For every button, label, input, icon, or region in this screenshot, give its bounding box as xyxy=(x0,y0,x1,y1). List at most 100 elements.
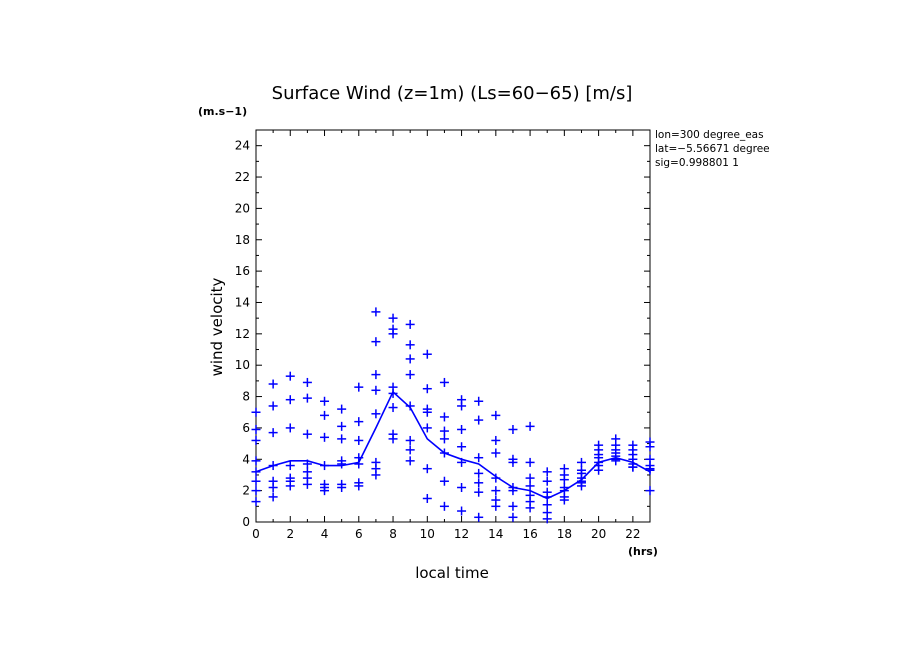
sample-point xyxy=(474,487,484,497)
sample-point xyxy=(285,371,295,381)
sample-point xyxy=(439,412,449,422)
sample-point xyxy=(320,461,330,471)
y-tick-label: 16 xyxy=(235,264,250,278)
sample-point xyxy=(474,396,484,406)
y-tick-label: 4 xyxy=(242,452,250,466)
sample-point xyxy=(474,415,484,425)
sample-point xyxy=(474,478,484,488)
x-tick-label: 14 xyxy=(488,527,503,541)
sample-point xyxy=(405,340,415,350)
sample-point xyxy=(285,461,295,471)
sample-point xyxy=(422,493,432,503)
sample-point xyxy=(628,462,638,472)
sample-point xyxy=(457,424,467,434)
x-tick-label: 18 xyxy=(557,527,572,541)
sample-point xyxy=(337,404,347,414)
sample-point xyxy=(354,417,364,427)
sample-point xyxy=(302,479,312,489)
sample-point xyxy=(422,423,432,433)
sample-point xyxy=(371,370,381,380)
sample-point xyxy=(559,475,569,485)
x-tick-label: 16 xyxy=(522,527,537,541)
sample-point xyxy=(405,445,415,455)
sample-point xyxy=(251,497,261,507)
sample-point xyxy=(439,426,449,436)
sample-point xyxy=(302,377,312,387)
x-axis-label: local time xyxy=(415,564,489,582)
sample-point xyxy=(405,354,415,364)
sample-point xyxy=(354,435,364,445)
sample-point xyxy=(405,435,415,445)
sample-point xyxy=(439,377,449,387)
sample-point xyxy=(320,396,330,406)
sample-point xyxy=(576,457,586,467)
sample-point xyxy=(508,457,518,467)
y-tick-label: 2 xyxy=(242,484,250,498)
plot-frame xyxy=(255,129,651,523)
sample-point xyxy=(457,506,467,516)
sample-point xyxy=(268,379,278,389)
sample-point xyxy=(268,428,278,438)
sample-point xyxy=(439,434,449,444)
sample-point xyxy=(422,464,432,474)
sample-point xyxy=(645,486,655,496)
sample-point xyxy=(491,473,501,483)
sample-point xyxy=(302,429,312,439)
sample-point xyxy=(337,421,347,431)
sample-point xyxy=(525,473,535,483)
sample-point xyxy=(525,503,535,513)
y-tick-label: 14 xyxy=(235,295,250,309)
sample-point xyxy=(337,459,347,469)
sample-point xyxy=(285,395,295,405)
y-tick-label: 18 xyxy=(235,233,250,247)
x-tick-label: 4 xyxy=(321,527,329,541)
data-marks xyxy=(251,307,655,524)
sample-point xyxy=(542,476,552,486)
sample-point xyxy=(268,461,278,471)
sample-point xyxy=(542,492,552,502)
y-axis-label: wind velocity xyxy=(208,277,226,376)
sample-point xyxy=(337,434,347,444)
sample-point xyxy=(491,486,501,496)
sample-point xyxy=(251,467,261,477)
sample-point xyxy=(354,459,364,469)
y-tick-label: 0 xyxy=(242,515,250,529)
sample-point xyxy=(354,382,364,392)
sample-point xyxy=(508,424,518,434)
sample-point xyxy=(388,388,398,398)
sample-point xyxy=(474,512,484,522)
sample-point xyxy=(251,435,261,445)
sample-point xyxy=(491,410,501,420)
sample-point xyxy=(422,384,432,394)
y-unit-label: (m.s−1) xyxy=(198,105,247,118)
y-tick-label: 8 xyxy=(242,390,250,404)
sample-point xyxy=(611,456,621,466)
sample-point xyxy=(337,483,347,493)
sample-point xyxy=(491,448,501,458)
sample-point xyxy=(405,401,415,411)
sample-point xyxy=(302,459,312,469)
sample-point xyxy=(559,495,569,505)
sample-point xyxy=(405,370,415,380)
y-tick-label: 22 xyxy=(235,170,250,184)
y-tick-label: 20 xyxy=(235,201,250,215)
mean-line xyxy=(255,390,651,500)
sample-point xyxy=(302,393,312,403)
info-lat: lat=−5.56671 degree xyxy=(655,143,770,155)
x-tick-label: 12 xyxy=(454,527,469,541)
x-tick-label: 2 xyxy=(286,527,294,541)
info-lon: lon=300 degree_eas xyxy=(655,129,764,141)
y-tick-label: 12 xyxy=(235,327,250,341)
x-tick-label: 6 xyxy=(355,527,363,541)
sample-point xyxy=(251,476,261,486)
sample-point xyxy=(251,424,261,434)
x-tick-label: 10 xyxy=(420,527,435,541)
sample-point xyxy=(474,468,484,478)
chart-title: Surface Wind (z=1m) (Ls=60−65) [m/s] xyxy=(272,83,633,104)
sample-point xyxy=(320,486,330,496)
sample-point xyxy=(371,470,381,480)
sample-point xyxy=(268,483,278,493)
sample-point xyxy=(542,500,552,510)
